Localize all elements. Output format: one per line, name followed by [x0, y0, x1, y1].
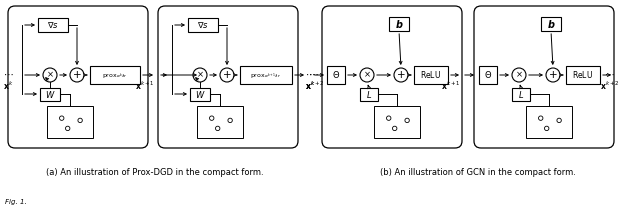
Text: Fig. 1.: Fig. 1.: [5, 199, 27, 205]
Text: $W$: $W$: [45, 89, 55, 100]
Text: $\mathrm{prox}_{\alpha^k\lambda r}$: $\mathrm{prox}_{\alpha^k\lambda r}$: [102, 70, 128, 79]
Circle shape: [387, 116, 391, 120]
Text: $\nabla s$: $\nabla s$: [197, 20, 209, 29]
Text: $+$: $+$: [72, 70, 82, 80]
Text: $\times$: $\times$: [363, 70, 371, 80]
Bar: [40, 88, 60, 101]
Bar: [479, 66, 497, 84]
Text: (a) An illustration of Prox-DGD in the compact form.: (a) An illustration of Prox-DGD in the c…: [46, 168, 264, 177]
Text: $\mathbf{x}^{k+2}$: $\mathbf{x}^{k+2}$: [305, 80, 324, 92]
Text: $L$: $L$: [366, 89, 372, 100]
Text: $W$: $W$: [195, 89, 205, 100]
Text: $\nabla s$: $\nabla s$: [47, 20, 59, 29]
Bar: [389, 17, 409, 31]
Text: $\mathbf{x}^k$: $\mathbf{x}^k$: [305, 80, 316, 92]
Circle shape: [394, 68, 408, 82]
Text: $\mathbf{x}^{k+1}$: $\mathbf{x}^{k+1}$: [442, 80, 461, 92]
FancyBboxPatch shape: [322, 6, 462, 148]
FancyBboxPatch shape: [158, 6, 298, 148]
Circle shape: [70, 68, 84, 82]
Circle shape: [557, 118, 561, 123]
Circle shape: [216, 126, 220, 131]
Bar: [360, 88, 378, 101]
Text: (b) An illustration of GCN in the compact form.: (b) An illustration of GCN in the compac…: [380, 168, 576, 177]
Bar: [374, 106, 420, 138]
Circle shape: [78, 118, 83, 123]
Circle shape: [193, 68, 207, 82]
Text: $\mathbf{x}^{k+1}$: $\mathbf{x}^{k+1}$: [136, 80, 155, 92]
Text: $\mathbf{x}^{k+2}$: $\mathbf{x}^{k+2}$: [600, 80, 620, 92]
Circle shape: [512, 68, 526, 82]
Bar: [190, 88, 210, 101]
Bar: [414, 66, 448, 84]
Circle shape: [220, 68, 234, 82]
Circle shape: [228, 118, 232, 123]
Text: $L$: $L$: [518, 89, 524, 100]
FancyBboxPatch shape: [474, 6, 614, 148]
Circle shape: [538, 116, 543, 120]
Circle shape: [43, 68, 57, 82]
Text: $\mathrm{ReLU}$: $\mathrm{ReLU}$: [420, 70, 442, 80]
Circle shape: [405, 118, 410, 123]
Bar: [327, 66, 345, 84]
Circle shape: [546, 68, 560, 82]
Circle shape: [545, 126, 549, 131]
Text: $\times$: $\times$: [46, 70, 54, 80]
Text: $+$: $+$: [396, 70, 406, 80]
Text: $\times$: $\times$: [196, 70, 204, 80]
Text: $\cdots$: $\cdots$: [305, 69, 316, 79]
Text: $\cdots$: $\cdots$: [3, 69, 13, 79]
Bar: [90, 66, 140, 84]
Circle shape: [60, 116, 64, 120]
Text: $\mathrm{ReLU}$: $\mathrm{ReLU}$: [572, 70, 593, 80]
Bar: [512, 88, 530, 101]
Text: $\Theta$: $\Theta$: [332, 70, 340, 80]
Bar: [240, 66, 292, 84]
Text: $\boldsymbol{b}$: $\boldsymbol{b}$: [395, 18, 403, 30]
Text: $\cdots$: $\cdots$: [308, 69, 319, 79]
Text: $\cdots$: $\cdots$: [604, 69, 614, 79]
Text: $+$: $+$: [548, 70, 558, 80]
Bar: [188, 18, 218, 32]
Text: $\mathbf{x}^k$: $\mathbf{x}^k$: [3, 80, 13, 92]
Text: $+$: $+$: [222, 70, 232, 80]
Bar: [197, 106, 243, 138]
Text: $\times$: $\times$: [515, 70, 523, 80]
Bar: [38, 18, 68, 32]
Circle shape: [392, 126, 397, 131]
Bar: [526, 106, 572, 138]
FancyBboxPatch shape: [8, 6, 148, 148]
Circle shape: [65, 126, 70, 131]
Circle shape: [360, 68, 374, 82]
Bar: [541, 17, 561, 31]
Text: $\boldsymbol{b}$: $\boldsymbol{b}$: [547, 18, 556, 30]
Text: $\mathrm{prox}_{\alpha^{k+1}\lambda r}$: $\mathrm{prox}_{\alpha^{k+1}\lambda r}$: [250, 70, 282, 79]
Text: $\Theta$: $\Theta$: [484, 70, 492, 80]
Bar: [47, 106, 93, 138]
Bar: [566, 66, 600, 84]
Circle shape: [209, 116, 214, 120]
